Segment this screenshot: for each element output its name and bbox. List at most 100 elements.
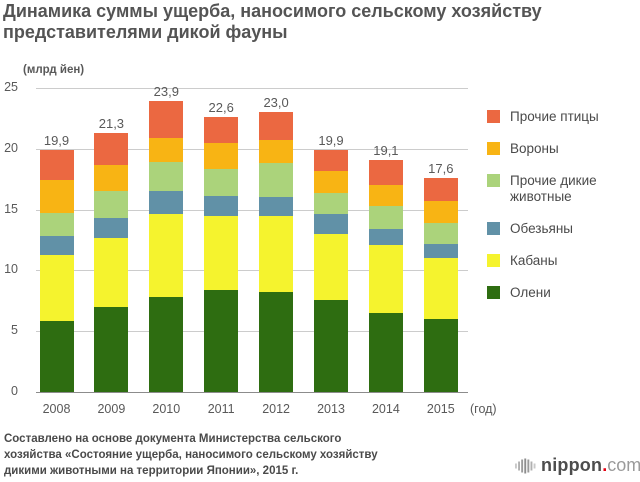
bar-segment-2009-Олени [94, 306, 129, 392]
legend-swatch-Прочие птицы [487, 110, 500, 123]
legend-item-Обезьяны: Обезьяны [487, 221, 637, 237]
y-axis-unit-label: (млрд йен) [23, 64, 85, 76]
legend-label-Прочие птицы: Прочие птицы [510, 109, 599, 124]
bar-segment-2008-Олени [39, 321, 74, 392]
x-tick-label-2012: 2012 [262, 402, 290, 416]
page-title: Динамика суммы ущерба, наносимого сельск… [3, 1, 542, 42]
legend-item-Кабаны: Кабаны [487, 253, 637, 269]
x-tick-label-2009: 2009 [97, 402, 126, 416]
bar-segment-2008-Вороны [39, 180, 74, 214]
bar-segment-2012-Обезьяны [259, 197, 294, 216]
bar-segment-2013-Прочие дикие животные [314, 192, 348, 215]
bar-segment-2013-Обезьяны [314, 214, 348, 234]
bar-segment-2009-Прочие дикие животные [94, 191, 129, 219]
bar-segment-2012-Олени [259, 292, 294, 392]
bar-total-label-2012: 23,0 [263, 95, 289, 111]
brand-dot: . [602, 455, 608, 475]
legend-item-Вороны: Вороны [487, 141, 637, 157]
bar-segment-2014-Олени [368, 312, 403, 392]
gridline-15 [36, 209, 468, 211]
bar-total-label-2008: 19,9 [43, 133, 70, 149]
bar-segment-2009-Вороны [94, 164, 129, 192]
plot-area [36, 88, 468, 393]
bar-segment-2013-Олени [314, 299, 348, 392]
bar-segment-2015-Вороны [423, 201, 458, 223]
bar-segment-2014-Кабаны [368, 244, 403, 313]
bar-segment-2015-Кабаны [423, 258, 458, 320]
bar-segment-2010-Вороны [149, 137, 184, 163]
bar-segment-2012-Прочие дикие животные [259, 163, 294, 198]
y-tick-label-15: 15 [4, 201, 18, 216]
x-tick-label-2011: 2011 [207, 402, 235, 416]
x-tick-label-2014: 2014 [371, 402, 400, 416]
bar-segment-2009-Прочие птицы [94, 133, 129, 165]
brand-name-light: com [607, 455, 640, 475]
bar-segment-2010-Прочие птицы [149, 101, 184, 138]
bar-segment-2013-Вороны [314, 170, 348, 193]
bar-segment-2008-Прочие птицы [39, 150, 74, 181]
bar-total-label-2010: 23,9 [153, 84, 179, 100]
bar-segment-2011-Прочие дикие животные [204, 169, 239, 197]
x-tick-label-2013: 2013 [317, 402, 345, 416]
gridline-5 [36, 331, 468, 333]
bar-segment-2011-Вороны [204, 142, 239, 170]
bar-segment-2014-Прочие дикие животные [368, 205, 403, 230]
bar-segment-2015-Прочие птицы [423, 178, 458, 202]
gridline-20 [36, 148, 468, 150]
bar-segment-2011-Прочие птицы [204, 117, 239, 143]
bar-total-label-2014: 19,1 [373, 142, 399, 158]
y-tick-label-10: 10 [4, 262, 18, 277]
x-tick-label-2008: 2008 [42, 402, 71, 416]
bar-segment-2010-Прочие дикие животные [149, 162, 184, 192]
bar-segment-2012-Вороны [259, 140, 294, 164]
bar-segment-2011-Обезьяны [204, 196, 239, 216]
legend-label-Кабаны: Кабаны [510, 253, 558, 268]
bar-segment-2011-Кабаны [204, 215, 239, 290]
bar-segment-2015-Олени [423, 319, 458, 392]
bar-segment-2010-Кабаны [149, 214, 184, 298]
y-tick-label-25: 25 [4, 80, 18, 94]
bar-segment-2014-Обезьяны [368, 229, 403, 245]
bar-segment-2011-Олени [204, 289, 239, 392]
bar-total-label-2015: 17,6 [428, 160, 454, 176]
source-note: Составлено на основе документа Министерс… [4, 433, 378, 477]
legend-swatch-Олени [487, 286, 500, 299]
y-tick-label-0: 0 [11, 384, 18, 398]
bar-segment-2012-Прочие птицы [259, 112, 294, 141]
x-axis-unit-label: (год) [470, 402, 497, 416]
bar-total-label-2013: 19,9 [318, 133, 344, 149]
gridline-10 [36, 270, 468, 272]
gridline-25 [36, 88, 468, 89]
bar-segment-2015-Прочие дикие животные [423, 222, 458, 244]
legend-label-Олени: Олени [510, 285, 551, 300]
legend-item-Прочие дикие животные: Прочие дикие животные [487, 173, 637, 205]
bar-segment-2008-Прочие дикие животные [39, 213, 74, 237]
legend-item-Прочие птицы: Прочие птицы [487, 109, 637, 125]
bar-segment-2009-Кабаны [94, 237, 129, 307]
bar-total-label-2009: 21,3 [98, 115, 125, 131]
legend-label-Обезьяны: Обезьяны [510, 221, 573, 236]
bar-total-label-2011: 22,6 [208, 100, 234, 116]
legend-label-Вороны: Вороны [510, 141, 559, 156]
legend-label-Прочие дикие животные: Прочие дикие животные [510, 173, 597, 204]
bar-segment-2008-Кабаны [39, 254, 74, 322]
legend: Прочие птицы Вороны Прочие дикие животные О… [487, 109, 637, 317]
bar-segment-2014-Прочие птицы [368, 159, 403, 186]
legend-swatch-Кабаны [487, 254, 500, 267]
nippon-logo: nippon . com [515, 455, 640, 476]
x-tick-label-2015: 2015 [426, 402, 455, 416]
legend-swatch-Прочие дикие животные [487, 174, 500, 187]
legend-swatch-Вороны [487, 142, 500, 155]
bar-segment-2013-Прочие птицы [314, 150, 348, 171]
bar-segment-2010-Олени [149, 297, 184, 392]
nippon-logo-icon [515, 458, 536, 473]
y-tick-label-5: 5 [11, 323, 18, 338]
legend-swatch-Обезьяны [487, 222, 500, 235]
bar-segment-2010-Обезьяны [149, 191, 184, 215]
brand-name-bold: nippon [541, 455, 603, 475]
bar-segment-2013-Кабаны [314, 233, 348, 300]
bar-segment-2008-Обезьяны [39, 236, 74, 255]
y-tick-label-20: 20 [4, 140, 18, 155]
x-tick-label-2010: 2010 [152, 402, 181, 416]
